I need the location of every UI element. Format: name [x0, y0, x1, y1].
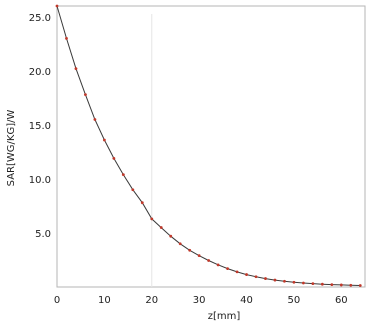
series-point: [320, 282, 324, 286]
y-axis-label: SAR[WG/KG]/W: [6, 110, 17, 187]
series-point: [254, 275, 258, 279]
series-point: [311, 282, 315, 286]
x-axis-label: z[mm]: [208, 311, 241, 322]
series-point: [140, 201, 144, 205]
series-point: [339, 283, 343, 287]
x-tick-label: 20: [145, 295, 158, 306]
y-tick-label: 10.0: [29, 175, 51, 186]
series-point: [84, 93, 87, 97]
series-point: [150, 217, 154, 221]
x-tick-label: 60: [335, 295, 348, 306]
series-point: [302, 281, 305, 285]
series-point: [264, 277, 267, 280]
series-point: [283, 279, 286, 283]
series-points: [55, 4, 362, 287]
series-point: [159, 226, 163, 229]
series-point: [112, 156, 116, 160]
series-point: [226, 267, 229, 271]
y-tick-label: 15.0: [29, 121, 51, 132]
series-point: [273, 278, 277, 282]
y-tick-label: 20.0: [29, 67, 51, 78]
series-point: [121, 173, 125, 177]
y-axis-ticks: 5.0 10.0 15.0 20.0 25.0: [29, 13, 51, 240]
series-point: [197, 254, 201, 258]
x-axis-ticks: 0 10 20 30 40 50 60: [54, 295, 348, 306]
series-point: [65, 37, 68, 40]
series-point: [74, 67, 78, 71]
series-point: [358, 284, 362, 287]
series-point: [216, 263, 220, 267]
series-point: [93, 118, 97, 121]
series-point: [188, 248, 192, 252]
series-point: [245, 273, 248, 276]
series-point: [102, 138, 106, 142]
series-point: [131, 188, 135, 192]
series-point: [207, 259, 211, 262]
plot-frame: [56, 5, 366, 288]
x-tick-label: 40: [240, 295, 253, 306]
x-tick-label: 30: [193, 295, 206, 306]
x-tick-label: 10: [98, 295, 111, 306]
x-tick-label: 50: [288, 295, 301, 306]
series-point: [349, 283, 353, 287]
series-point: [235, 270, 239, 274]
series-point: [55, 4, 59, 8]
y-tick-label: 5.0: [35, 229, 51, 240]
series-point: [178, 242, 182, 246]
series-point: [330, 283, 334, 287]
x-tick-label: 0: [54, 295, 60, 306]
y-tick-label: 25.0: [29, 13, 51, 24]
series-point: [169, 234, 173, 238]
series-point: [292, 280, 296, 284]
